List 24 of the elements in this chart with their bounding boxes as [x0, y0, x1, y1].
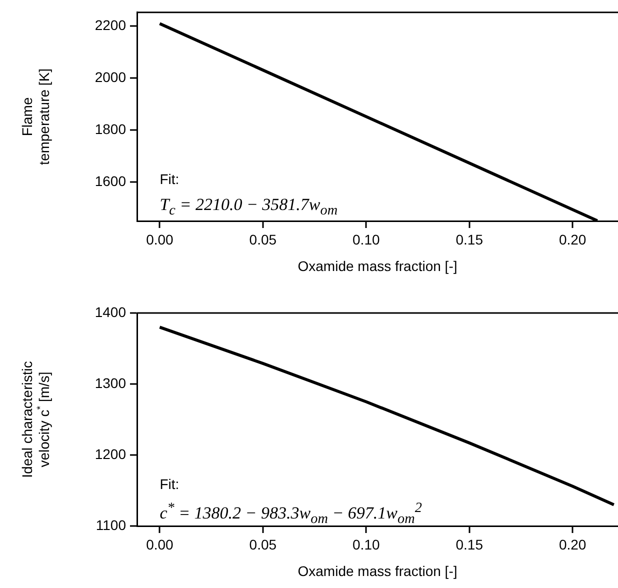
y-tick-label: 1200	[94, 446, 126, 462]
y-tick-label: 2000	[94, 68, 126, 85]
x-axis-title: Oxamide mass fraction [-]	[298, 563, 458, 579]
x-tick-label: 0.20	[558, 231, 586, 248]
annotation: Fit:	[160, 171, 180, 187]
x-tick-label: 0.00	[146, 536, 174, 552]
x-tick-label: 0.10	[352, 536, 380, 552]
y-tick-label: 1300	[94, 374, 126, 391]
y-tick-label: 1400	[94, 304, 126, 320]
x-tick-label: 0.15	[456, 231, 484, 248]
y-tick-label: 2200	[94, 17, 126, 34]
x-axis-title: Oxamide mass fraction [-]	[298, 258, 458, 274]
x-tick-label: 0.05	[249, 231, 277, 248]
annotation: Fit:	[160, 476, 180, 492]
y-tick-label: 1600	[94, 172, 126, 189]
x-tick-label: 0.15	[456, 536, 484, 552]
x-tick-label: 0.10	[352, 231, 380, 248]
x-tick-label: 0.00	[146, 231, 174, 248]
y-tick-label: 1100	[96, 516, 126, 533]
x-tick-label: 0.05	[249, 536, 277, 552]
y-axis-title: Flame temperature [K]	[19, 68, 52, 165]
annotation: T$_{c}$ = 2210.0 − 3581.7w$_{om}$	[160, 195, 338, 220]
x-tick-label: 0.20	[558, 536, 586, 552]
y-tick-label: 1800	[94, 120, 126, 137]
